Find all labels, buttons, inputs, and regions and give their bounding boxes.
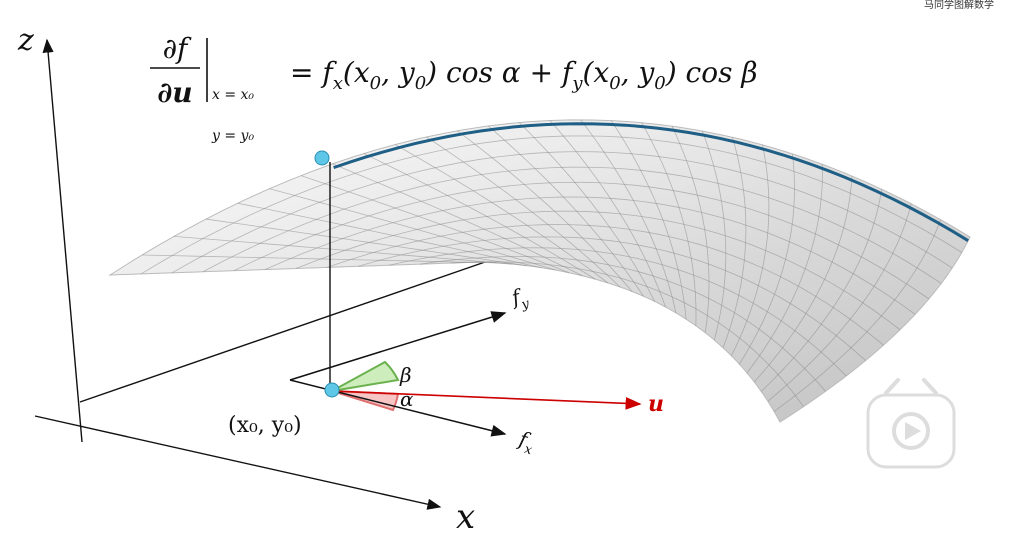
formula: ∂f ∂u x = x₀ y = y₀ = fx(x0, y0) cos α +… bbox=[150, 32, 758, 144]
point bbox=[324, 382, 340, 398]
grid-line bbox=[264, 196, 916, 315]
beta-label: β bbox=[399, 363, 412, 387]
fy-label: fy bbox=[507, 283, 531, 316]
z-axis bbox=[42, 38, 83, 443]
y-axis bbox=[79, 261, 486, 403]
rhs-part: ) cos β bbox=[665, 56, 758, 89]
grid-line bbox=[202, 166, 942, 284]
section-curve bbox=[333, 122, 969, 243]
rhs-part: (x bbox=[582, 56, 609, 89]
denominator: ∂u bbox=[157, 76, 192, 109]
rhs-sub: 0 bbox=[370, 73, 381, 94]
rhs-part: , y bbox=[381, 56, 416, 89]
grid-line bbox=[419, 256, 826, 392]
rhs-sub: 0 bbox=[415, 73, 426, 94]
rhs-sub: 0 bbox=[609, 73, 620, 94]
fy-sub: y bbox=[519, 296, 532, 313]
formula-rhs: = fx(x0, y0) cos α + fy(x0, y0) cos β bbox=[290, 56, 758, 94]
rhs-part: ) cos α + f bbox=[425, 56, 577, 89]
play-ears bbox=[884, 378, 938, 395]
grid-line bbox=[326, 224, 884, 346]
rhs-part: , y bbox=[621, 56, 656, 89]
grid-line bbox=[171, 151, 953, 274]
fy-vector bbox=[289, 311, 507, 381]
rhs-sub: x bbox=[333, 73, 343, 94]
grid-line bbox=[388, 247, 847, 377]
grid-line bbox=[357, 236, 866, 361]
play-button[interactable] bbox=[866, 378, 956, 469]
x-label: x bbox=[456, 497, 475, 537]
condition-y: y = y₀ bbox=[211, 128, 254, 144]
surface bbox=[108, 119, 971, 423]
axes bbox=[34, 38, 486, 510]
grid-line bbox=[233, 181, 930, 300]
rhs-sub: 0 bbox=[654, 73, 665, 94]
alpha-label: α bbox=[400, 387, 414, 411]
rhs-sub: y bbox=[571, 73, 583, 94]
beta-wedge bbox=[331, 360, 400, 392]
point-label: (x₀, y₀) bbox=[228, 413, 302, 438]
watermark: 马同学图解数学 bbox=[924, 0, 994, 11]
play-ring bbox=[892, 412, 930, 450]
u-vector bbox=[331, 390, 642, 410]
numerator: ∂f bbox=[163, 32, 192, 65]
surface-fill bbox=[108, 119, 971, 423]
grid-line bbox=[295, 210, 901, 331]
fx-label: fx bbox=[514, 426, 538, 458]
z-label: z bbox=[17, 23, 34, 58]
surface-point bbox=[314, 150, 330, 166]
condition-x: x = x₀ bbox=[212, 87, 254, 103]
grid-line bbox=[450, 261, 804, 407]
u-label: u bbox=[648, 391, 664, 417]
rhs-part: = f bbox=[290, 56, 337, 89]
fx-sub: x bbox=[523, 442, 534, 458]
fx-vector bbox=[289, 379, 507, 437]
rhs-part: (x bbox=[343, 56, 370, 89]
play-triangle bbox=[905, 422, 921, 440]
x-axis bbox=[34, 415, 442, 510]
grid-line bbox=[140, 135, 963, 275]
